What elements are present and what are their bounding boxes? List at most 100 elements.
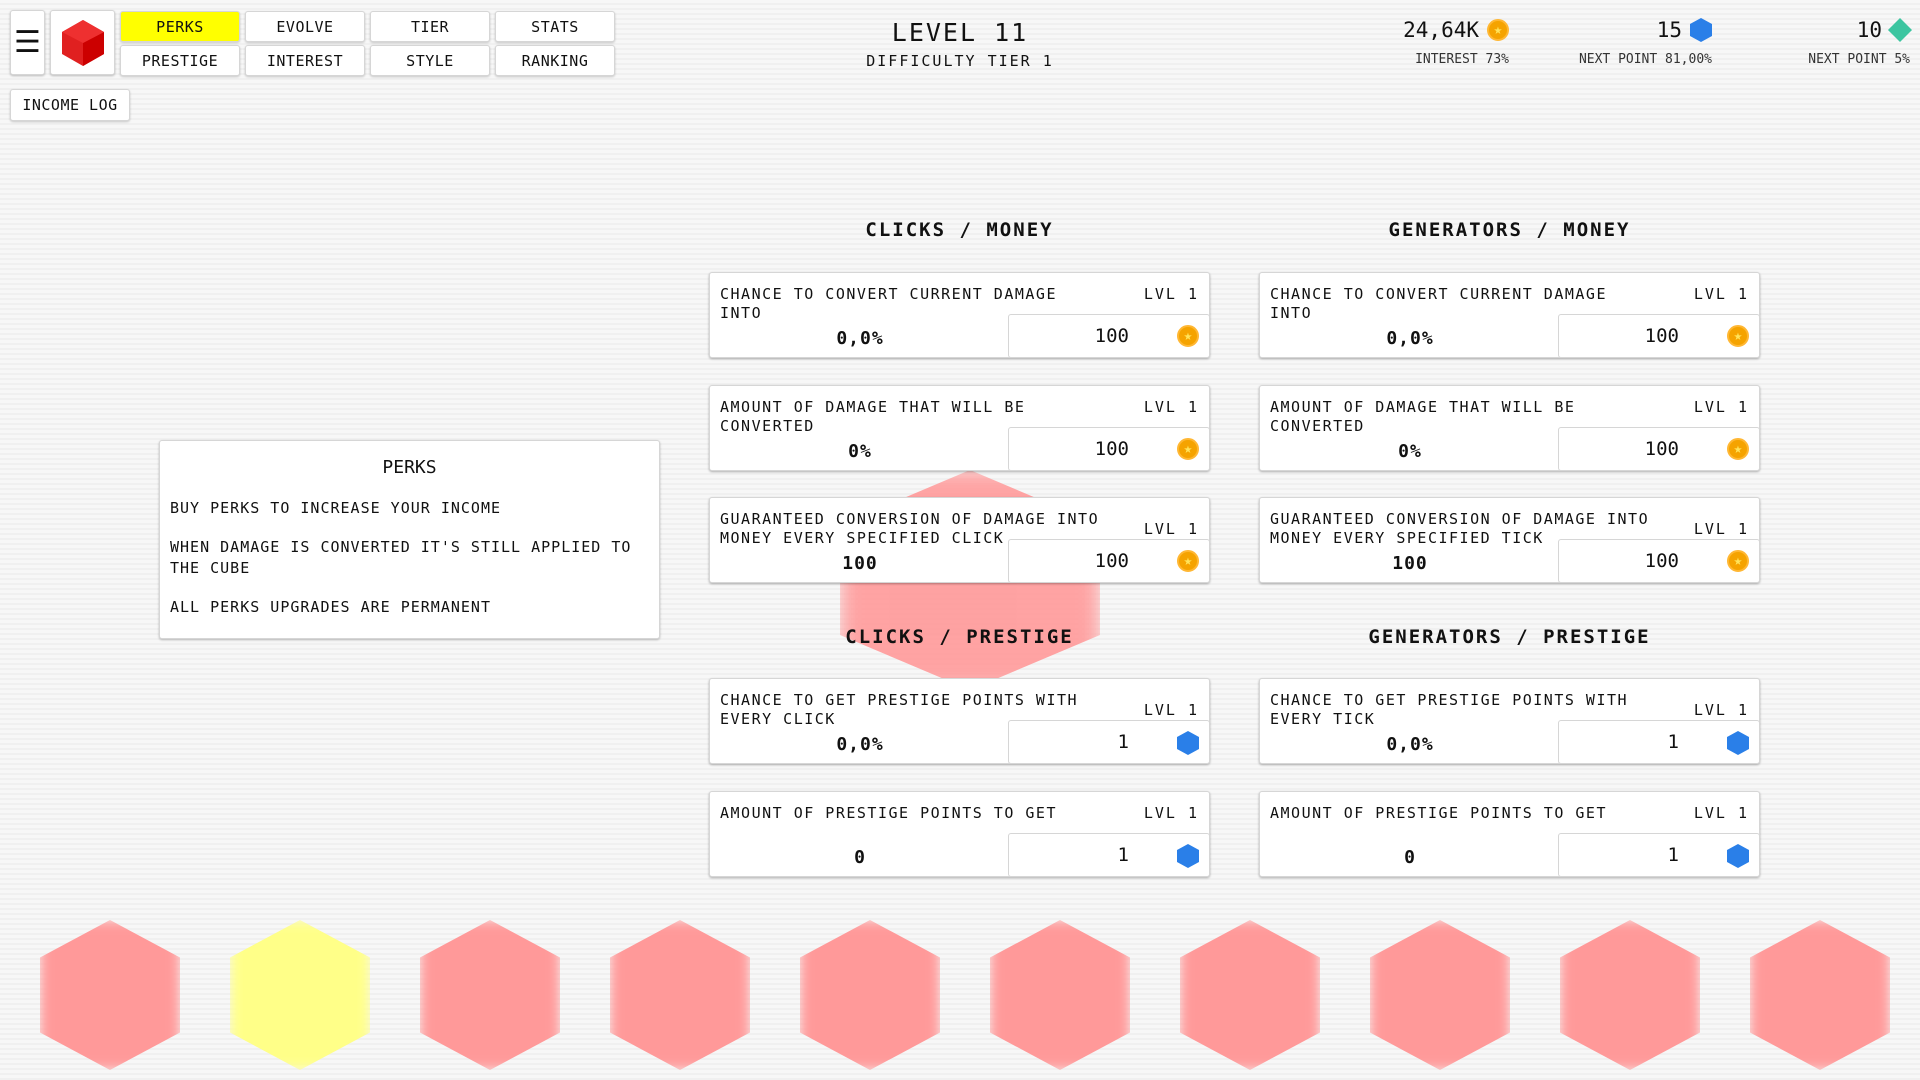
blurred-cube: [420, 920, 560, 1070]
perk-level: LVL 1: [1143, 398, 1199, 416]
perk-level: LVL 1: [1693, 398, 1749, 416]
prestige-display: 15 NEXT POINT 81,00%: [1578, 18, 1712, 67]
buy-perk-button[interactable]: 1: [1008, 833, 1210, 877]
perk-card: GUARANTEED CONVERSION OF DAMAGE INTO MON…: [709, 497, 1210, 583]
blue-gem-icon: [1177, 731, 1199, 755]
blurred-cube: [40, 920, 180, 1070]
perk-value: 100: [842, 553, 878, 574]
perk-card: GUARANTEED CONVERSION OF DAMAGE INTO MON…: [1259, 497, 1760, 583]
info-line: WHEN DAMAGE IS CONVERTED IT'S STILL APPL…: [170, 538, 632, 577]
perk-level: LVL 1: [1143, 804, 1199, 822]
perk-level: LVL 1: [1693, 804, 1749, 822]
section-title: CLICKS / MONEY: [865, 219, 1054, 241]
tab-perks[interactable]: PERKS: [120, 11, 240, 42]
hamburger-icon: ☰: [14, 25, 41, 60]
tab-style[interactable]: STYLE: [370, 45, 490, 76]
section-title: GENERATORS / PRESTIGE: [1368, 626, 1651, 648]
perk-card: CHANCE TO CONVERT CURRENT DAMAGE INTO LV…: [709, 272, 1210, 358]
tab-stats[interactable]: STATS: [495, 11, 615, 42]
perk-title: CHANCE TO GET PRESTIGE POINTS WITH EVERY…: [720, 691, 1079, 728]
info-title: PERKS: [382, 457, 437, 478]
menu-button[interactable]: ☰: [10, 10, 45, 75]
perk-card: AMOUNT OF PRESTIGE POINTS TO GET LVL 1 0…: [709, 791, 1210, 877]
cube-icon: [61, 19, 104, 66]
buy-perk-button[interactable]: 1: [1558, 720, 1760, 764]
coin-icon: ★: [1177, 550, 1199, 572]
buy-perk-button[interactable]: 100 ★: [1558, 314, 1760, 358]
tab-tier[interactable]: TIER: [370, 11, 490, 42]
blue-gem-icon: [1177, 844, 1199, 868]
perk-level: LVL 1: [1143, 285, 1199, 303]
tab-ranking[interactable]: RANKING: [495, 45, 615, 76]
blurred-cube: [1180, 920, 1320, 1070]
perk-price: 100: [1094, 325, 1129, 347]
difficulty-tier: DIFFICULTY TIER 1: [866, 52, 1054, 70]
blue-gem-icon: [1727, 731, 1749, 755]
perk-title: CHANCE TO CONVERT CURRENT DAMAGE INTO: [1270, 285, 1607, 322]
blurred-cube: [800, 920, 940, 1070]
perk-card: AMOUNT OF PRESTIGE POINTS TO GET LVL 1 0…: [1259, 791, 1760, 877]
buy-perk-button[interactable]: 100 ★: [1008, 314, 1210, 358]
perk-value: 0%: [1398, 441, 1422, 462]
tab-prestige[interactable]: PRESTIGE: [120, 45, 240, 76]
perk-price: 100: [1644, 325, 1679, 347]
perk-price: 100: [1094, 550, 1129, 572]
perk-level: LVL 1: [1693, 285, 1749, 303]
blue-gem-icon: [1727, 844, 1749, 868]
perk-title: AMOUNT OF PRESTIGE POINTS TO GET: [1270, 804, 1607, 822]
info-line: ALL PERKS UPGRADES ARE PERMANENT: [170, 598, 491, 616]
perk-value: 100: [1392, 553, 1428, 574]
perk-title: AMOUNT OF DAMAGE THAT WILL BE CONVERTED: [1270, 398, 1576, 435]
perk-card: AMOUNT OF DAMAGE THAT WILL BE CONVERTED …: [709, 385, 1210, 471]
income-log-button[interactable]: INCOME LOG: [10, 89, 130, 121]
perk-title: GUARANTEED CONVERSION OF DAMAGE INTO MON…: [1270, 510, 1650, 547]
buy-perk-button[interactable]: 1: [1558, 833, 1760, 877]
perk-value: 0,0%: [836, 734, 884, 755]
perk-card: CHANCE TO CONVERT CURRENT DAMAGE INTO LV…: [1259, 272, 1760, 358]
coin-icon: ★: [1487, 19, 1509, 41]
buy-perk-button[interactable]: 100 ★: [1008, 539, 1210, 583]
level-title: LEVEL 11: [891, 18, 1029, 47]
section-title: GENERATORS / MONEY: [1388, 219, 1631, 241]
section-title: CLICKS / PRESTIGE: [845, 626, 1074, 648]
coin-icon: ★: [1727, 438, 1749, 460]
buy-perk-button[interactable]: 100 ★: [1558, 427, 1760, 471]
perk-price: 1: [1117, 844, 1129, 866]
blurred-cube: [1370, 920, 1510, 1070]
diamond-display: 10 NEXT POINT 5%: [1808, 17, 1913, 67]
coin-icon: ★: [1177, 325, 1199, 347]
blurred-cube: [990, 920, 1130, 1070]
blue-gem-icon: [1690, 18, 1712, 42]
money-display: 24,64K ★ INTEREST 73%: [1403, 18, 1509, 67]
perk-price: 1: [1667, 731, 1679, 753]
buy-perk-button[interactable]: 100 ★: [1008, 427, 1210, 471]
blurred-cube: [1750, 920, 1890, 1070]
perk-price: 100: [1094, 438, 1129, 460]
blurred-cube: [1560, 920, 1700, 1070]
tab-interest[interactable]: INTEREST: [245, 45, 365, 76]
perk-price: 1: [1667, 844, 1679, 866]
perk-level: LVL 1: [1143, 701, 1199, 719]
buy-perk-button[interactable]: 100 ★: [1558, 539, 1760, 583]
coin-icon: ★: [1727, 550, 1749, 572]
perk-value: 0%: [848, 441, 872, 462]
tab-evolve[interactable]: EVOLVE: [245, 11, 365, 42]
blurred-cube: [610, 920, 750, 1070]
perk-price: 100: [1644, 550, 1679, 572]
info-line: BUY PERKS TO INCREASE YOUR INCOME: [170, 499, 502, 517]
perk-price: 100: [1644, 438, 1679, 460]
perk-level: LVL 1: [1693, 520, 1749, 538]
perk-level: LVL 1: [1693, 701, 1749, 719]
perk-level: LVL 1: [1143, 520, 1199, 538]
cube-button[interactable]: [50, 10, 115, 75]
perk-value: 0,0%: [1386, 734, 1434, 755]
perk-card: AMOUNT OF DAMAGE THAT WILL BE CONVERTED …: [1259, 385, 1760, 471]
perk-card: CHANCE TO GET PRESTIGE POINTS WITH EVERY…: [1259, 678, 1760, 764]
perk-value: 0,0%: [836, 328, 884, 349]
blurred-cube: [230, 920, 370, 1070]
perk-value: 0: [854, 847, 866, 868]
perk-title: CHANCE TO GET PRESTIGE POINTS WITH EVERY…: [1270, 691, 1629, 728]
coin-icon: ★: [1177, 438, 1199, 460]
buy-perk-button[interactable]: 1: [1008, 720, 1210, 764]
perk-title: AMOUNT OF DAMAGE THAT WILL BE CONVERTED: [720, 398, 1026, 435]
